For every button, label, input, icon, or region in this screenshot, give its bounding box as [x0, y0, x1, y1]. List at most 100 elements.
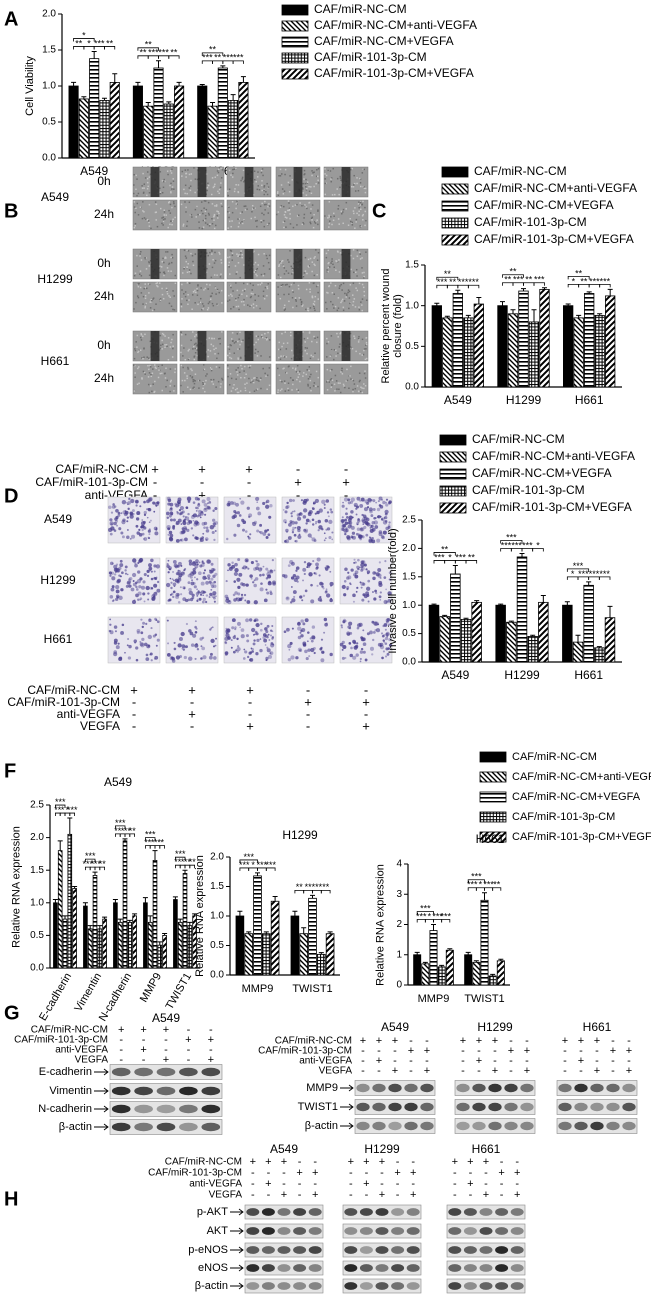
stained-cell	[326, 527, 331, 531]
stained-cell	[213, 596, 216, 600]
bar	[584, 293, 595, 388]
stained-cell	[259, 531, 263, 535]
blot-band	[406, 1246, 420, 1254]
texture	[266, 286, 268, 288]
texture	[349, 218, 351, 220]
stained-cell	[331, 531, 334, 534]
texture	[169, 184, 171, 187]
texture	[196, 178, 199, 181]
significance-label: ***	[85, 851, 96, 861]
panel-label: C	[372, 200, 386, 222]
texture	[164, 377, 167, 379]
stained-cell	[348, 515, 353, 520]
stained-cell	[238, 597, 243, 602]
texture	[326, 356, 328, 358]
texture	[199, 213, 201, 216]
texture	[161, 260, 163, 263]
texture	[164, 256, 167, 258]
texture	[268, 384, 271, 387]
stained-cell	[271, 637, 274, 640]
stained-cell	[179, 506, 185, 511]
stained-cell	[265, 535, 269, 539]
texture	[279, 175, 282, 177]
texture	[186, 299, 188, 302]
stained-cell	[109, 518, 113, 522]
texture	[336, 332, 338, 335]
stained-cell	[168, 514, 172, 518]
bar	[253, 875, 262, 976]
stained-cell	[114, 571, 117, 574]
stained-cell	[385, 631, 390, 637]
stained-cell	[384, 636, 389, 641]
texture	[257, 338, 259, 341]
texture	[339, 186, 341, 189]
stained-cell	[284, 540, 287, 543]
treatment-sign: -	[142, 1034, 146, 1046]
y-tick-label: 1	[396, 949, 402, 960]
texture	[333, 348, 336, 351]
blot-band	[504, 1083, 518, 1093]
bar	[57, 850, 63, 969]
texture	[170, 191, 172, 194]
texture	[194, 178, 197, 180]
texture	[173, 385, 176, 387]
texture	[301, 205, 303, 207]
texture	[170, 256, 172, 259]
texture	[199, 301, 202, 304]
blot-band	[590, 1121, 604, 1131]
scratch	[150, 249, 160, 279]
texture	[198, 379, 201, 382]
texture	[232, 387, 234, 389]
texture	[352, 257, 355, 260]
blot-band	[606, 1121, 620, 1131]
texture	[227, 227, 229, 229]
blot-band	[375, 1208, 389, 1216]
stained-cell	[361, 598, 365, 602]
texture	[148, 358, 151, 360]
treatment-sign: -	[190, 718, 194, 733]
stained-cell	[172, 590, 176, 594]
texture	[364, 206, 366, 209]
texture	[173, 309, 176, 311]
texture	[287, 387, 289, 390]
stained-cell	[227, 569, 229, 572]
treatment-sign: -	[365, 1167, 369, 1179]
stained-cell	[290, 515, 293, 518]
texture	[186, 220, 189, 223]
error-bar	[310, 894, 315, 899]
treatment-sign: +	[198, 461, 206, 476]
stained-cell	[360, 560, 365, 564]
texture	[137, 214, 140, 216]
texture	[352, 186, 355, 188]
stained-cell	[382, 530, 387, 535]
texture	[136, 265, 138, 267]
texture	[150, 385, 152, 387]
texture	[263, 225, 266, 228]
texture	[311, 170, 313, 172]
texture	[256, 376, 258, 379]
stained-cell	[214, 507, 218, 511]
texture	[286, 342, 289, 344]
treatment-sign: -	[563, 1045, 567, 1057]
stained-cell	[176, 564, 180, 568]
error-bar	[586, 581, 592, 586]
treatment-label: anti-VEGFA	[57, 707, 120, 721]
texture	[168, 302, 171, 305]
texture	[146, 177, 149, 180]
treatment-sign: +	[140, 1024, 146, 1036]
cell-line-header: A549	[381, 1020, 409, 1034]
texture	[350, 220, 352, 223]
texture	[240, 300, 243, 303]
texture	[248, 391, 251, 394]
texture	[171, 338, 173, 341]
texture	[279, 389, 282, 392]
blot-band	[111, 1086, 131, 1096]
stained-cell	[111, 585, 115, 589]
treatment-sign: -	[393, 1045, 397, 1057]
texture	[340, 179, 342, 182]
significance-bracket	[567, 276, 590, 280]
texture	[191, 376, 194, 378]
stained-cell	[356, 642, 359, 645]
legend-label: CAF/miR-NC-CM+VEGFA	[472, 466, 612, 480]
treatment-sign: +	[562, 1035, 568, 1047]
